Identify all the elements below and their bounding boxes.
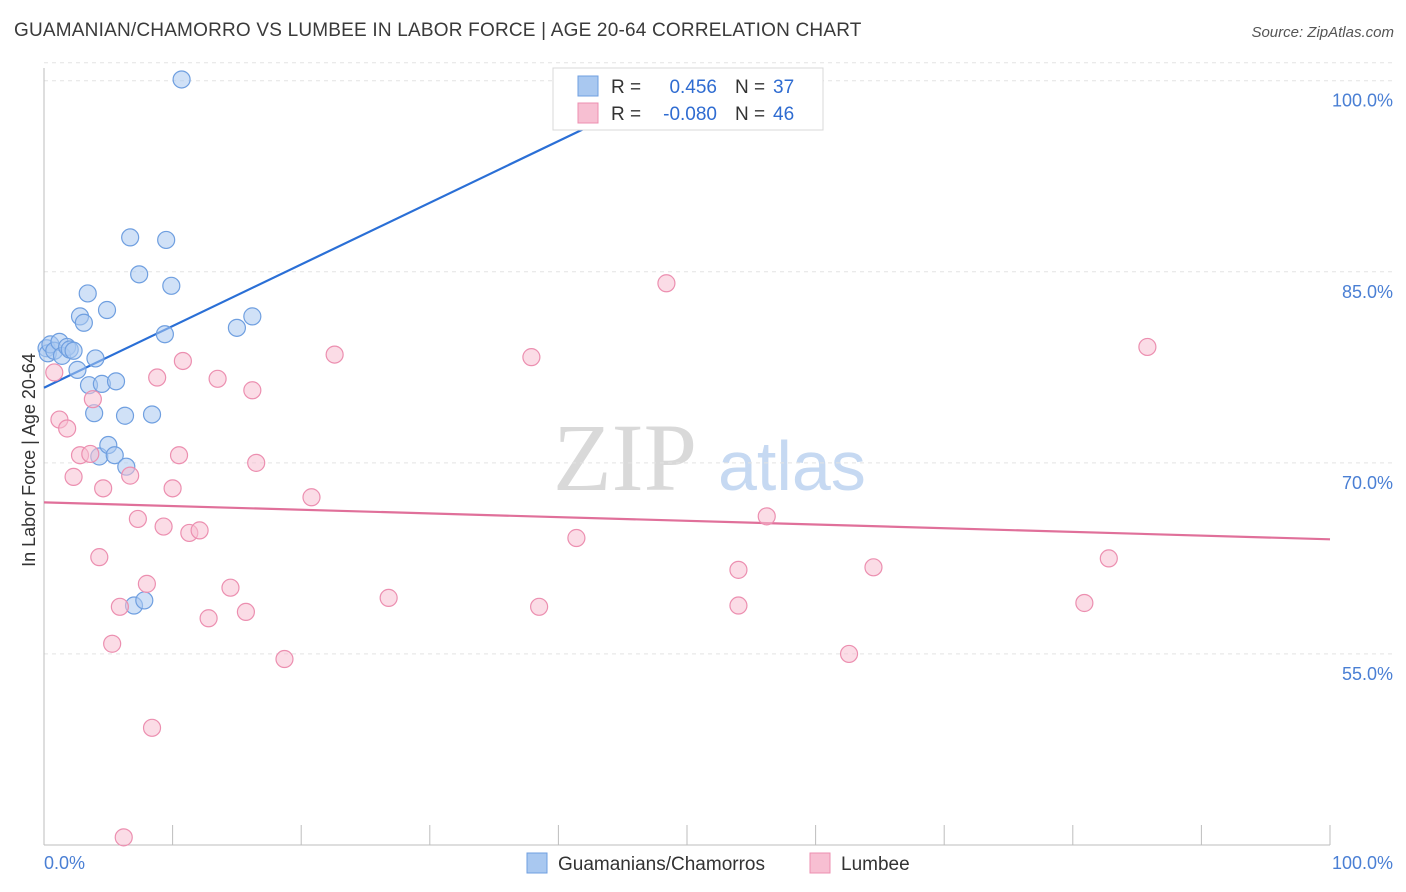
bottom-legend-label-1: Guamanians/Chamorros	[558, 854, 765, 875]
point-lumbee-9	[103, 634, 122, 653]
point-lumbee-33	[522, 348, 541, 367]
point-lumbee-31	[325, 345, 344, 364]
point-lumbee-15	[142, 718, 162, 737]
y-tick-labels: 55.0% 70.0% 85.0% 100.0%	[1332, 91, 1393, 684]
point-lumbee-20	[173, 351, 192, 371]
x-tick-label-max: 100.0%	[1332, 853, 1393, 873]
point-lumbee-43	[1099, 549, 1118, 568]
chart-title: GUAMANIAN/CHAMORRO VS LUMBEE IN LABOR FO…	[14, 20, 862, 41]
point-lumbee-40	[839, 644, 859, 664]
point-guamanian-28	[142, 405, 162, 424]
bottom-legend-swatch-pink	[809, 852, 831, 874]
data-points	[37, 69, 1157, 847]
point-guamanian-27	[135, 591, 154, 610]
legend-swatch-pink	[577, 102, 599, 124]
point-guamanian-21	[106, 372, 126, 391]
y-tick-label-1: 70.0%	[1342, 473, 1393, 493]
point-lumbee-18	[163, 479, 182, 498]
point-lumbee-41	[864, 558, 883, 577]
bottom-legend: Guamanians/Chamorros Lumbee	[526, 852, 910, 875]
point-lumbee-42	[1075, 593, 1094, 613]
trend-line-lumbee	[43, 501, 1331, 541]
trend-line-guamanian	[43, 78, 688, 389]
point-guamanian-11	[74, 313, 93, 332]
point-lumbee-5	[81, 444, 100, 464]
legend-swatch-blue	[577, 75, 599, 97]
point-lumbee-25	[221, 578, 240, 597]
point-lumbee-6	[83, 390, 102, 409]
point-lumbee-12	[121, 466, 140, 485]
point-lumbee-17	[154, 517, 173, 536]
point-lumbee-36	[657, 274, 676, 293]
y-axis-label: In Labor Force | Age 20-64	[19, 353, 39, 567]
point-guamanian-20	[105, 446, 124, 465]
point-guamanian-29	[155, 325, 174, 344]
y-tick-label-0: 55.0%	[1342, 664, 1393, 684]
point-lumbee-16	[148, 368, 167, 387]
point-guamanian-33	[227, 318, 246, 337]
legend-r-value-2: -0.080	[663, 104, 717, 125]
point-guamanian-32	[172, 70, 191, 89]
legend-n-value-2: 46	[773, 104, 794, 125]
point-lumbee-14	[137, 574, 156, 593]
point-lumbee-7	[90, 548, 109, 567]
point-lumbee-27	[243, 381, 262, 400]
point-guamanian-24	[121, 228, 140, 247]
legend-n-value-1: 37	[773, 77, 794, 98]
source-note: Source: ZipAtlas.com	[1251, 24, 1394, 41]
point-lumbee-24	[208, 369, 227, 388]
point-lumbee-19	[169, 446, 189, 465]
point-guamanian-30	[157, 230, 176, 250]
point-lumbee-22	[190, 521, 209, 540]
bottom-legend-swatch-blue	[526, 852, 548, 874]
y-tick-label-2: 85.0%	[1342, 282, 1393, 302]
point-lumbee-26	[236, 602, 256, 622]
legend-r-value-1: 0.456	[669, 77, 717, 98]
legend-n-label-2: N =	[735, 104, 765, 125]
point-lumbee-37	[729, 560, 748, 579]
point-guamanian-34	[243, 307, 262, 326]
point-lumbee-32	[379, 588, 398, 607]
point-guamanian-22	[115, 406, 135, 425]
point-lumbee-10	[110, 597, 129, 616]
point-lumbee-30	[302, 488, 321, 507]
point-guamanian-9	[68, 360, 87, 379]
legend-r-label-2: R =	[611, 104, 641, 125]
grid-lines	[44, 62, 1393, 655]
point-lumbee-13	[128, 509, 147, 529]
legend: R = 0.456 N = 37 R = -0.080 N = 46	[552, 67, 824, 131]
point-lumbee-0	[45, 363, 64, 382]
point-lumbee-28	[247, 453, 266, 472]
point-guamanian-15	[86, 349, 105, 368]
watermark: ZIP atlas	[553, 404, 866, 511]
point-lumbee-3	[64, 467, 83, 486]
watermark-atlas: atlas	[718, 427, 866, 505]
point-lumbee-2	[58, 419, 77, 438]
axes	[43, 68, 1331, 846]
x-tick-label-min: 0.0%	[44, 853, 85, 873]
point-lumbee-38	[729, 596, 748, 615]
bottom-legend-label-2: Lumbee	[841, 854, 910, 875]
point-lumbee-34	[530, 597, 549, 616]
point-lumbee-35	[567, 528, 586, 548]
point-lumbee-8	[94, 479, 113, 498]
point-guamanian-12	[78, 284, 97, 303]
y-tick-label-3: 100.0%	[1332, 91, 1393, 111]
trend-lines	[43, 78, 1331, 541]
point-lumbee-44	[1138, 337, 1157, 357]
point-lumbee-23	[199, 609, 218, 628]
point-guamanian-18	[97, 300, 117, 320]
point-lumbee-29	[275, 649, 294, 669]
point-guamanian-31	[162, 276, 181, 295]
point-lumbee-11	[114, 828, 133, 847]
legend-n-label-1: N =	[735, 77, 765, 98]
point-lumbee-39	[757, 507, 776, 526]
watermark-zip: ZIP	[553, 404, 697, 511]
legend-r-label-1: R =	[611, 77, 641, 98]
point-guamanian-26	[130, 265, 149, 284]
point-guamanian-8	[64, 341, 83, 360]
